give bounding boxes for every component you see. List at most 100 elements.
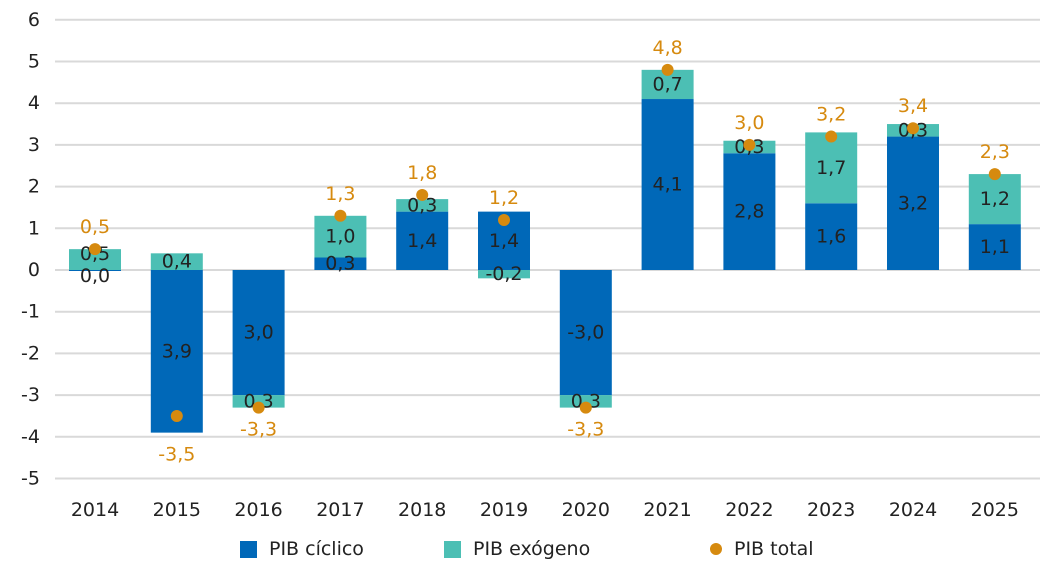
bar-pib-exogeno [805, 132, 858, 204]
bar-pib-ciclico [887, 136, 939, 270]
data-label-pib-exogeno: 0,3 [407, 194, 437, 216]
legend-item-pib-total: PIB total [710, 538, 814, 560]
point-pib-total [334, 209, 347, 222]
x-tick-label: 2022 [725, 499, 773, 521]
data-label-pib-exogeno: 0,3 [571, 390, 601, 412]
data-label-pib-ciclico: 1,6 [816, 226, 846, 248]
y-tick-label: 4 [28, 92, 40, 114]
data-label-pib-total: 4,8 [652, 37, 682, 59]
point-pib-total [498, 213, 510, 226]
bar-pib-ciclico [559, 270, 612, 396]
point-pib-total [988, 168, 1001, 181]
bar-pib-exogeno [968, 174, 1021, 225]
y-tick-label: 2 [28, 176, 40, 198]
data-label-pib-ciclico: 2,8 [734, 201, 764, 223]
bar-pib-exogeno [396, 199, 449, 212]
data-label-pib-total: 3,4 [898, 95, 928, 117]
x-tick-label: 2016 [234, 499, 282, 521]
data-label-pib-exogeno: 0,7 [652, 73, 682, 95]
bar-pib-ciclico [641, 99, 694, 270]
x-tick-label: 2017 [316, 499, 364, 521]
bar-pib-exogeno [478, 270, 530, 279]
y-tick-label: -2 [21, 342, 40, 364]
point-pib-total [743, 138, 756, 151]
data-label-pib-exogeno: 0,4 [162, 251, 192, 273]
data-label-pib-ciclico: 0,0 [80, 265, 110, 287]
y-tick-label: 1 [28, 217, 40, 239]
data-label-pib-total: -3,5 [158, 444, 195, 466]
data-label-pib-total: -3,3 [240, 419, 277, 441]
point-pib-total [170, 409, 183, 422]
data-label-pib-exogeno: 1,0 [325, 226, 355, 248]
x-tick-label: 2020 [562, 499, 610, 521]
y-tick-label: -4 [21, 426, 40, 448]
data-label-pib-ciclico: 4,1 [652, 174, 682, 196]
point-pib-total [579, 401, 592, 414]
x-tick-label: 2024 [889, 499, 937, 521]
bar-pib-ciclico [150, 270, 203, 433]
data-label-pib-exogeno: -0,2 [485, 263, 522, 285]
point-pib-total [825, 130, 838, 143]
data-label-pib-total: 2,3 [980, 141, 1010, 163]
x-tick-label: 2021 [643, 499, 691, 521]
data-label-pib-total: 1,3 [325, 183, 355, 205]
bar-pib-ciclico [232, 270, 285, 396]
x-tick-label: 2018 [398, 499, 446, 521]
y-tick-label: 3 [28, 134, 40, 156]
data-label-pib-total: -3,3 [567, 419, 604, 441]
bar-pib-exogeno [314, 215, 367, 258]
stacked-bar-chart: -5-4-3-2-101234560,00,50,520143,90,4-3,5… [21, 9, 1040, 521]
legend: PIB cíclico PIB exógeno PIB total [0, 538, 1054, 568]
legend-item-pib-exogeno: PIB exógeno [444, 538, 590, 560]
legend-swatch-blue [240, 540, 257, 558]
legend-label: PIB total [734, 538, 814, 560]
data-label-pib-total: 1,8 [407, 162, 437, 184]
data-label-pib-ciclico: 3,0 [243, 322, 273, 344]
data-label-pib-ciclico: -3,0 [567, 322, 604, 344]
bar-pib-ciclico [723, 153, 776, 270]
data-label-pib-total: 1,2 [489, 187, 519, 209]
bar-pib-ciclico [805, 203, 858, 270]
legend-swatch-teal [444, 540, 461, 558]
legend-label: PIB cíclico [269, 538, 364, 560]
y-tick-label: 6 [28, 9, 40, 31]
legend-marker-dot [710, 543, 722, 555]
x-tick-label: 2023 [807, 499, 855, 521]
point-pib-total [416, 188, 429, 201]
data-label-pib-exogeno: 1,7 [816, 157, 846, 179]
bar-pib-exogeno [69, 249, 121, 270]
y-tick-label: -5 [21, 468, 40, 490]
point-pib-total [661, 63, 674, 76]
bar-pib-exogeno [232, 395, 285, 408]
x-tick-label: 2025 [971, 499, 1019, 521]
y-tick-label: -1 [21, 301, 40, 323]
bar-pib-ciclico [396, 211, 449, 270]
data-label-pib-ciclico: 3,9 [162, 340, 192, 362]
data-label-pib-ciclico: 1,1 [980, 236, 1010, 258]
data-label-pib-ciclico: 0,3 [325, 253, 355, 275]
data-label-pib-total: 0,5 [80, 216, 110, 238]
point-pib-total [89, 243, 101, 256]
data-label-pib-total: 3,2 [816, 104, 846, 126]
legend-label: PIB exógeno [473, 538, 591, 560]
x-tick-label: 2014 [71, 499, 119, 521]
data-label-pib-ciclico: 1,4 [407, 230, 437, 252]
bar-pib-exogeno [150, 253, 203, 270]
data-label-pib-exogeno: 0,3 [243, 390, 273, 412]
bar-pib-ciclico [968, 224, 1021, 270]
data-label-pib-total: 3,0 [734, 112, 764, 134]
bar-pib-ciclico [314, 257, 367, 270]
x-tick-label: 2015 [153, 499, 201, 521]
data-label-pib-ciclico: 1,4 [489, 230, 519, 252]
bar-pib-ciclico [69, 270, 121, 271]
point-pib-total [252, 401, 265, 414]
y-tick-label: -3 [21, 384, 40, 406]
legend-item-pib-ciclico: PIB cíclico [240, 538, 364, 560]
x-tick-label: 2019 [480, 499, 528, 521]
point-pib-total [907, 122, 919, 135]
data-label-pib-exogeno: 1,2 [980, 188, 1010, 210]
y-tick-label: 0 [28, 259, 40, 281]
data-label-pib-ciclico: 3,2 [898, 192, 928, 214]
y-tick-label: 5 [28, 51, 40, 73]
bar-pib-exogeno [559, 395, 612, 408]
